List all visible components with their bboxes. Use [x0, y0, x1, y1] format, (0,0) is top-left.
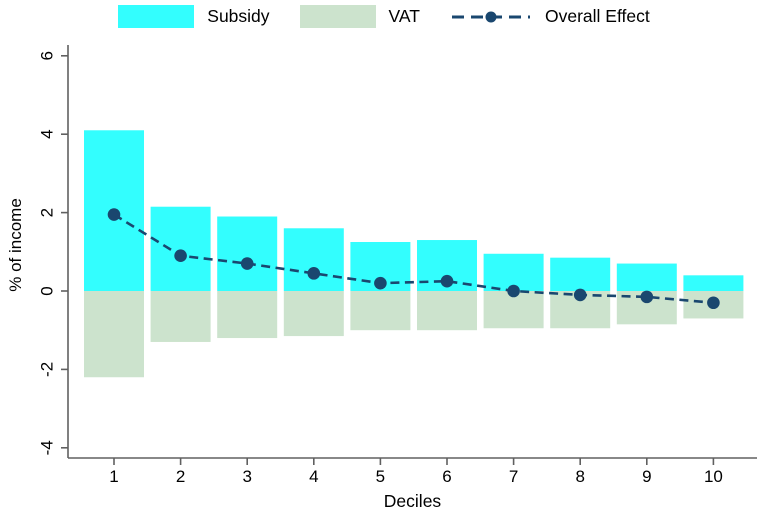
y-tick-label: 2 [37, 208, 56, 217]
overall-effect-marker-decile-6 [440, 274, 454, 288]
legend-item-vat: VAT [299, 5, 420, 28]
legend-item-subsidy: Subsidy [118, 5, 270, 28]
overall-effect-line [113, 213, 714, 305]
vat-swatch-icon [299, 5, 376, 28]
x-axis-title: Deciles [384, 491, 442, 511]
bar-subsidy-decile-8 [550, 257, 611, 291]
bar-subsidy-decile-9 [616, 263, 677, 291]
overall-effect-marker-decile-8 [573, 288, 587, 302]
bar-subsidy-decile-4 [283, 228, 344, 291]
y-tick-label: 0 [37, 286, 56, 295]
x-tick-label: 4 [309, 467, 318, 486]
dashed-line-marker-icon [451, 11, 530, 22]
bar-vat-decile-5 [350, 291, 411, 331]
legend: Subsidy VAT Overall Effect [0, 5, 768, 28]
y-axis-title: % of income [6, 198, 25, 292]
overall-effect-marker-decile-5 [374, 276, 387, 290]
bar-vat-decile-1 [84, 291, 144, 378]
overall-effect-marker-decile-4 [307, 267, 321, 280]
bar-subsidy-decile-2 [150, 206, 211, 291]
overall-effect-marker-decile-1 [107, 208, 121, 221]
overall-effect-marker-decile-3 [240, 257, 254, 270]
x-tick-label: 8 [575, 467, 584, 486]
overall-effect-marker-decile-9 [640, 290, 654, 304]
x-tick-label: 3 [242, 467, 251, 486]
x-tick-label: 2 [176, 467, 185, 486]
x-tick-label: 7 [509, 467, 518, 486]
y-tick-label: 4 [37, 129, 56, 138]
overall-effect-marker-decile-10 [707, 296, 720, 310]
subsidy-swatch-icon [118, 5, 195, 28]
x-tick-label: 5 [376, 467, 385, 486]
legend-label-subsidy: Subsidy [207, 6, 270, 26]
y-tick-label: -2 [37, 362, 56, 377]
legend-label-overall: Overall Effect [544, 6, 650, 26]
x-tick-label: 1 [109, 467, 118, 486]
bar-subsidy-decile-3 [217, 216, 278, 291]
overall-effect-marker-decile-7 [507, 284, 520, 298]
legend-item-overall: Overall Effect [450, 6, 650, 28]
legend-label-vat: VAT [388, 6, 420, 26]
x-tick-label: 10 [704, 467, 723, 486]
y-tick-label: 6 [37, 51, 56, 60]
bar-subsidy-decile-10 [683, 275, 744, 291]
bar-vat-decile-4 [283, 291, 344, 337]
bar-vat-decile-3 [217, 291, 278, 339]
x-tick-label: 6 [442, 467, 451, 486]
y-tick-label: -4 [37, 440, 56, 455]
overall-effect-marker-decile-2 [174, 249, 187, 263]
bar-vat-decile-6 [417, 291, 477, 331]
x-tick-label: 9 [642, 467, 651, 486]
bar-vat-decile-2 [150, 291, 211, 342]
